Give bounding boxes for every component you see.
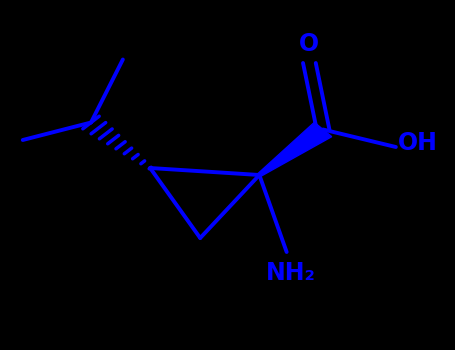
Text: NH₂: NH₂ [266, 261, 316, 285]
Polygon shape [258, 122, 332, 176]
Text: O: O [299, 32, 319, 56]
Text: OH: OH [398, 132, 438, 155]
